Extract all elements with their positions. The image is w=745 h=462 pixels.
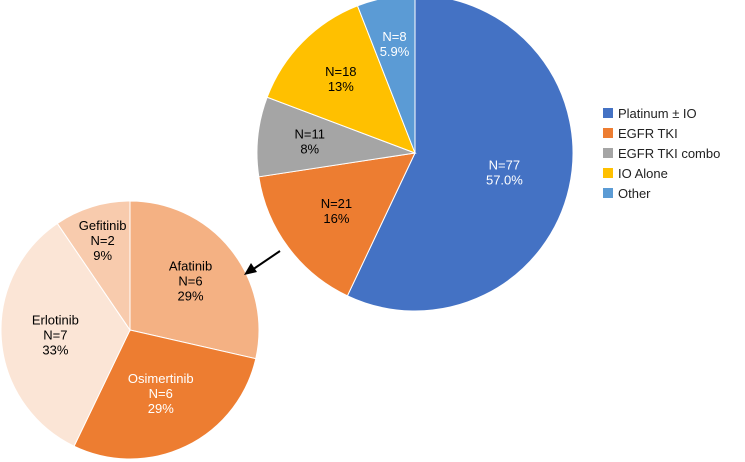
legend-label-egfr-tki: EGFR TKI <box>618 126 678 141</box>
main-label-egfr-tki: N=21 16% <box>321 196 352 226</box>
legend-swatch-io-alone <box>603 168 613 178</box>
main-label-egfr-tki-combo: N=11 8% <box>294 126 324 156</box>
legend: Platinum ± IO EGFR TKI EGFR TKI combo IO Al… <box>603 106 720 201</box>
main-label-io-alone: N=18 13% <box>325 64 356 94</box>
legend-swatch-egfr-tki <box>603 128 613 138</box>
egfr-tki-breakdown-pie: Afatinib N=6 29% Osimertinib N=6 29% Erlotinib… <box>0 200 260 460</box>
main-pie: N=77 57.0% N=21 16% N=11 8% N=18 13% N=8 5.9% <box>256 0 574 312</box>
main-slice-platinum-io <box>346 0 574 312</box>
legend-label-egfr-tki-combo: EGFR TKI combo <box>618 146 720 161</box>
breakdown-arrow <box>244 250 281 275</box>
legend-label-platinum-io: Platinum ± IO <box>618 106 697 121</box>
sub-label-afatinib: Afatinib N=6 29% <box>169 259 212 304</box>
legend-label-io-alone: IO Alone <box>618 166 668 181</box>
sub-slice-gefitinib <box>56 200 131 332</box>
sub-label-erlotinib: Erlotinib N=7 33% <box>32 313 79 358</box>
sub-label-gefitinib: Gefitinib N=2 9% <box>79 218 127 263</box>
legend-swatch-egfr-tki-combo <box>603 148 613 158</box>
sub-slice-erlotinib <box>0 222 131 447</box>
main-slice-io-alone <box>266 5 416 154</box>
legend-label-other: Other <box>618 186 651 201</box>
sub-slice-osimertinib <box>73 329 257 460</box>
legend-swatch-platinum-io <box>603 108 613 118</box>
sub-slice-afatinib <box>129 200 260 360</box>
main-slice-other <box>356 0 416 154</box>
main-label-other: N=8 5.9% <box>380 29 410 59</box>
main-slice-egfr-tki <box>258 152 416 297</box>
sub-label-osimertinib: Osimertinib N=6 29% <box>128 371 194 416</box>
main-label-platinum-io: N=77 57.0% <box>486 158 523 188</box>
legend-swatch-other <box>603 188 613 198</box>
